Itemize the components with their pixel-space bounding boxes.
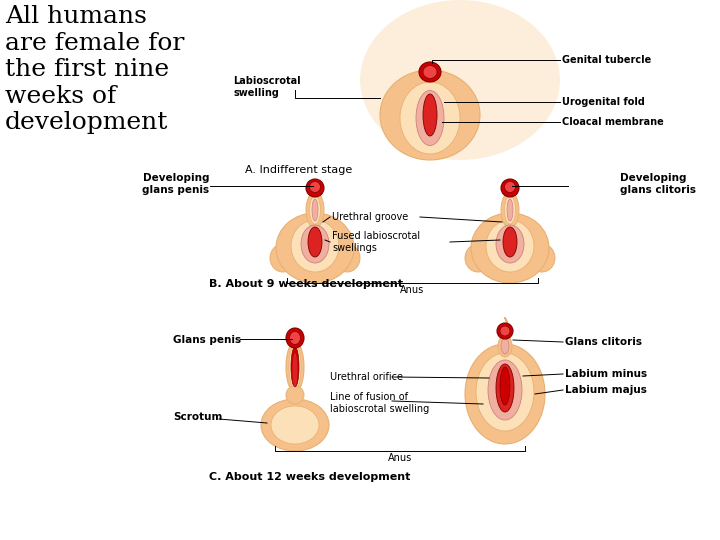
Text: Urogenital fold: Urogenital fold — [562, 97, 645, 107]
Ellipse shape — [270, 244, 296, 272]
Ellipse shape — [292, 353, 297, 387]
Ellipse shape — [507, 199, 513, 221]
Ellipse shape — [501, 179, 519, 197]
Text: Labium majus: Labium majus — [565, 385, 647, 395]
Text: Developing
glans clitoris: Developing glans clitoris — [620, 173, 696, 195]
Ellipse shape — [291, 347, 299, 387]
Ellipse shape — [503, 227, 517, 257]
Text: Labioscrotal
swelling: Labioscrotal swelling — [233, 76, 301, 98]
Ellipse shape — [496, 364, 514, 412]
Ellipse shape — [423, 94, 437, 136]
Ellipse shape — [529, 244, 555, 272]
Ellipse shape — [310, 181, 320, 192]
Text: Glans penis: Glans penis — [173, 335, 241, 345]
Ellipse shape — [471, 213, 549, 283]
Text: Anus: Anus — [388, 453, 412, 463]
Ellipse shape — [360, 0, 560, 160]
Ellipse shape — [505, 181, 516, 192]
Text: Glans clitoris: Glans clitoris — [565, 337, 642, 347]
Ellipse shape — [312, 199, 318, 221]
Ellipse shape — [310, 196, 320, 224]
Ellipse shape — [380, 70, 480, 160]
Text: Developing
glans penis: Developing glans penis — [142, 173, 209, 195]
Ellipse shape — [423, 65, 437, 78]
Text: Genital tubercle: Genital tubercle — [562, 55, 652, 65]
Text: Line of fusion of
labioscrotal swelling: Line of fusion of labioscrotal swelling — [330, 392, 429, 414]
Ellipse shape — [261, 399, 329, 451]
Ellipse shape — [486, 220, 534, 272]
Ellipse shape — [286, 342, 304, 392]
Ellipse shape — [334, 244, 360, 272]
Text: Scrotum: Scrotum — [173, 412, 222, 422]
Ellipse shape — [291, 220, 339, 272]
Ellipse shape — [500, 326, 510, 336]
Ellipse shape — [416, 91, 444, 145]
Text: Cloacal membrane: Cloacal membrane — [562, 117, 664, 127]
Ellipse shape — [498, 335, 512, 357]
Ellipse shape — [505, 196, 516, 224]
Ellipse shape — [496, 225, 524, 263]
Text: A. Indifferent stage: A. Indifferent stage — [245, 165, 352, 175]
Ellipse shape — [500, 367, 510, 405]
Ellipse shape — [419, 62, 441, 82]
Ellipse shape — [271, 406, 319, 444]
Text: All humans
are female for
the first nine
weeks of
development: All humans are female for the first nine… — [5, 5, 184, 134]
Ellipse shape — [501, 338, 509, 354]
Ellipse shape — [289, 332, 300, 345]
Ellipse shape — [306, 192, 324, 228]
Text: Labium minus: Labium minus — [565, 369, 647, 379]
Ellipse shape — [301, 225, 329, 263]
Text: Anus: Anus — [400, 285, 425, 295]
Ellipse shape — [286, 328, 304, 348]
Ellipse shape — [488, 360, 522, 420]
Text: Fused labioscrotal
swellings: Fused labioscrotal swellings — [332, 231, 420, 253]
Text: Urethral groove: Urethral groove — [332, 212, 408, 222]
Ellipse shape — [306, 179, 324, 197]
Text: C. About 12 weeks development: C. About 12 weeks development — [209, 472, 410, 482]
Ellipse shape — [400, 82, 460, 154]
Ellipse shape — [465, 344, 545, 444]
Ellipse shape — [276, 213, 354, 283]
Text: B. About 9 weeks development: B. About 9 weeks development — [209, 279, 403, 289]
Ellipse shape — [476, 353, 534, 431]
Ellipse shape — [465, 244, 491, 272]
Text: Urethral orifice: Urethral orifice — [330, 372, 403, 382]
Ellipse shape — [289, 345, 301, 389]
Ellipse shape — [286, 386, 304, 404]
Ellipse shape — [308, 227, 322, 257]
Ellipse shape — [497, 323, 513, 339]
Ellipse shape — [501, 192, 519, 228]
